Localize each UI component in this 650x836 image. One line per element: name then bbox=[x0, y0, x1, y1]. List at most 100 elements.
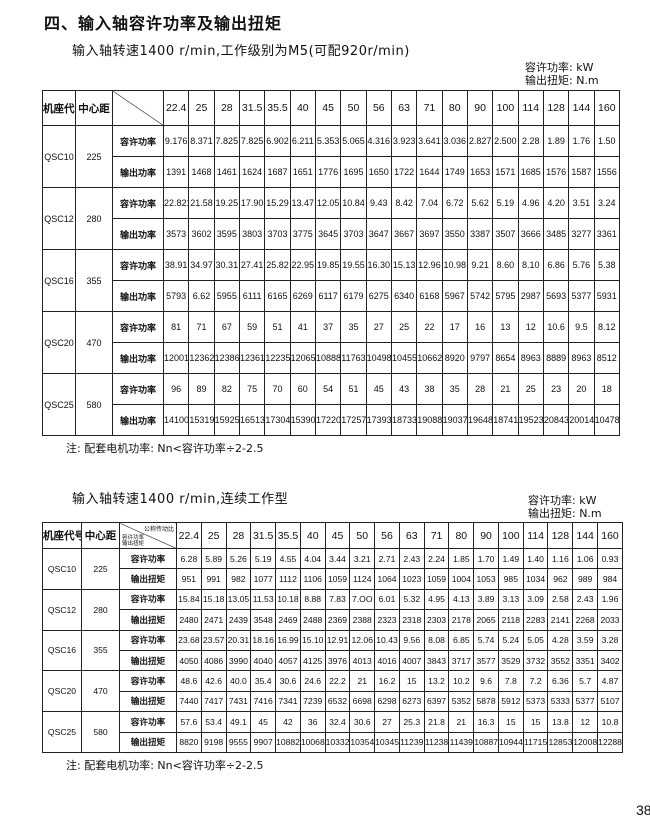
value-cell: 13 bbox=[492, 311, 519, 343]
row-label: 容许功率 bbox=[112, 249, 164, 281]
value-cell: 12386 bbox=[213, 342, 240, 374]
value-cell: 9.21 bbox=[466, 249, 494, 281]
value-cell: 7.825 bbox=[238, 125, 266, 157]
table-row: QSC10 225 容许功率 9.176 8.371 7.825 7.825 6.902 6.2… bbox=[42, 125, 621, 188]
ratio-header: 100 bbox=[497, 522, 524, 549]
value-cell: 1571 bbox=[492, 156, 519, 188]
row-label: 容许功率 bbox=[112, 187, 164, 219]
value-cell: 10068 bbox=[299, 731, 326, 753]
row-label: 容许功率 bbox=[119, 547, 177, 570]
value-cell: 1776 bbox=[314, 156, 342, 188]
value-cell: 1112 bbox=[275, 568, 301, 590]
value-cell: 3.13 bbox=[497, 588, 524, 611]
value-cell: 1.16 bbox=[547, 547, 574, 570]
value-cell: 4.04 bbox=[299, 547, 326, 570]
value-cell: 7239 bbox=[299, 690, 326, 713]
ratio-header: 100 bbox=[492, 90, 519, 126]
value-cell: 10345 bbox=[374, 731, 400, 753]
value-cell: 4016 bbox=[374, 649, 400, 672]
value-cell: 17 bbox=[441, 311, 468, 343]
value-cell: 2.500 bbox=[492, 125, 519, 157]
value-cell: 8.371 bbox=[188, 125, 215, 157]
value-cell: 19523 bbox=[517, 404, 544, 436]
value-cell: 8963 bbox=[517, 342, 544, 374]
value-cell: 1077 bbox=[250, 568, 277, 590]
model-cell: QSC16 bbox=[42, 249, 76, 312]
center-distance-cell: 355 bbox=[75, 249, 113, 312]
value-cell: 2283 bbox=[522, 609, 549, 631]
value-cell: 9.5 bbox=[568, 311, 595, 343]
value-cell: 5.7 bbox=[572, 670, 599, 692]
value-cell: 25.82 bbox=[264, 249, 291, 281]
value-cell: 5.62 bbox=[466, 187, 494, 219]
value-cell: 3803 bbox=[238, 218, 266, 250]
value-cell: 9.6 bbox=[473, 670, 499, 692]
value-cell: 1.49 bbox=[497, 547, 524, 570]
table1-subtitle: 输入轴转速1400 r/min,工作级别为M5(可配920r/min) bbox=[72, 44, 410, 59]
value-cell: 21.58 bbox=[188, 187, 215, 219]
value-cell: 3717 bbox=[448, 649, 475, 672]
value-cell: 10332 bbox=[324, 731, 351, 753]
value-cell: 28 bbox=[466, 373, 494, 405]
value-cell: 5912 bbox=[497, 690, 524, 713]
value-cell: 70 bbox=[264, 373, 291, 405]
value-cell: 2388 bbox=[349, 609, 376, 631]
value-cell: 1.96 bbox=[597, 588, 623, 611]
value-cell: 19037 bbox=[441, 404, 468, 436]
value-cell: 3976 bbox=[324, 649, 351, 672]
value-cell: 1461 bbox=[213, 156, 240, 188]
value-cell: 35.4 bbox=[250, 670, 277, 692]
value-cell: 42.6 bbox=[200, 670, 227, 692]
value-cell: 2488 bbox=[299, 609, 326, 631]
table1-note: 注: 配套电机功率: Nn<容许功率÷2-2.5 bbox=[66, 442, 264, 455]
value-cell: 1651 bbox=[289, 156, 316, 188]
value-cell: 2065 bbox=[473, 609, 499, 631]
row-label: 输出功率 bbox=[112, 342, 164, 374]
center-distance-cell: 355 bbox=[81, 629, 120, 672]
value-cell: 9.176 bbox=[162, 125, 190, 157]
value-cell: 32.4 bbox=[324, 711, 351, 733]
value-cell: 9.43 bbox=[365, 187, 392, 219]
value-cell: 1587 bbox=[568, 156, 595, 188]
value-cell: 3.51 bbox=[568, 187, 595, 219]
value-cell: 6.62 bbox=[188, 280, 215, 312]
value-cell: 5967 bbox=[441, 280, 468, 312]
value-cell: 1.06 bbox=[572, 547, 599, 570]
value-cell: 5.26 bbox=[225, 547, 252, 570]
value-cell: 6.902 bbox=[264, 125, 291, 157]
row-label: 容许功率 bbox=[112, 373, 164, 405]
page-title: 四、输入轴容许功率及输出扭矩 bbox=[44, 14, 283, 33]
value-cell: 4057 bbox=[275, 649, 301, 672]
value-cell: 1.40 bbox=[522, 547, 549, 570]
value-cell: 15 bbox=[398, 670, 425, 692]
value-cell: 6.01 bbox=[374, 588, 400, 611]
value-cell: 6340 bbox=[390, 280, 418, 312]
value-cell: 35 bbox=[340, 311, 367, 343]
header-model: 机座代号 bbox=[42, 522, 82, 549]
value-cell: 4.96 bbox=[517, 187, 544, 219]
value-cell: 0.93 bbox=[597, 547, 623, 570]
value-cell: 11715 bbox=[522, 731, 549, 753]
value-cell: 17304 bbox=[264, 404, 291, 436]
value-cell: 1053 bbox=[473, 568, 499, 590]
value-cell: 30.31 bbox=[213, 249, 240, 281]
value-cell: 54 bbox=[314, 373, 342, 405]
model-cell: QSC20 bbox=[42, 311, 76, 374]
value-cell: 1695 bbox=[340, 156, 367, 188]
value-cell: 6.36 bbox=[547, 670, 574, 692]
value-cell: 5377 bbox=[568, 280, 595, 312]
value-cell: 5955 bbox=[213, 280, 240, 312]
ratio-header: 28 bbox=[213, 90, 240, 126]
value-cell: 3595 bbox=[213, 218, 240, 250]
value-cell: 12001 bbox=[162, 342, 190, 374]
value-cell: 1650 bbox=[365, 156, 392, 188]
value-cell: 4086 bbox=[200, 649, 227, 672]
value-cell: 18.16 bbox=[250, 629, 277, 651]
value-cell: 2439 bbox=[225, 609, 252, 631]
value-cell: 13.47 bbox=[289, 187, 316, 219]
value-cell: 10.6 bbox=[542, 311, 570, 343]
value-cell: 24.6 bbox=[299, 670, 326, 692]
table-row: QSC16 355 容许功率 23.68 23.57 20.31 18.16 16.99 15.… bbox=[42, 629, 623, 672]
value-cell: 2469 bbox=[275, 609, 301, 631]
table-row: 输出扭矩 8820 9198 9555 9907 10882 10068 10332 10354… bbox=[43, 731, 623, 753]
